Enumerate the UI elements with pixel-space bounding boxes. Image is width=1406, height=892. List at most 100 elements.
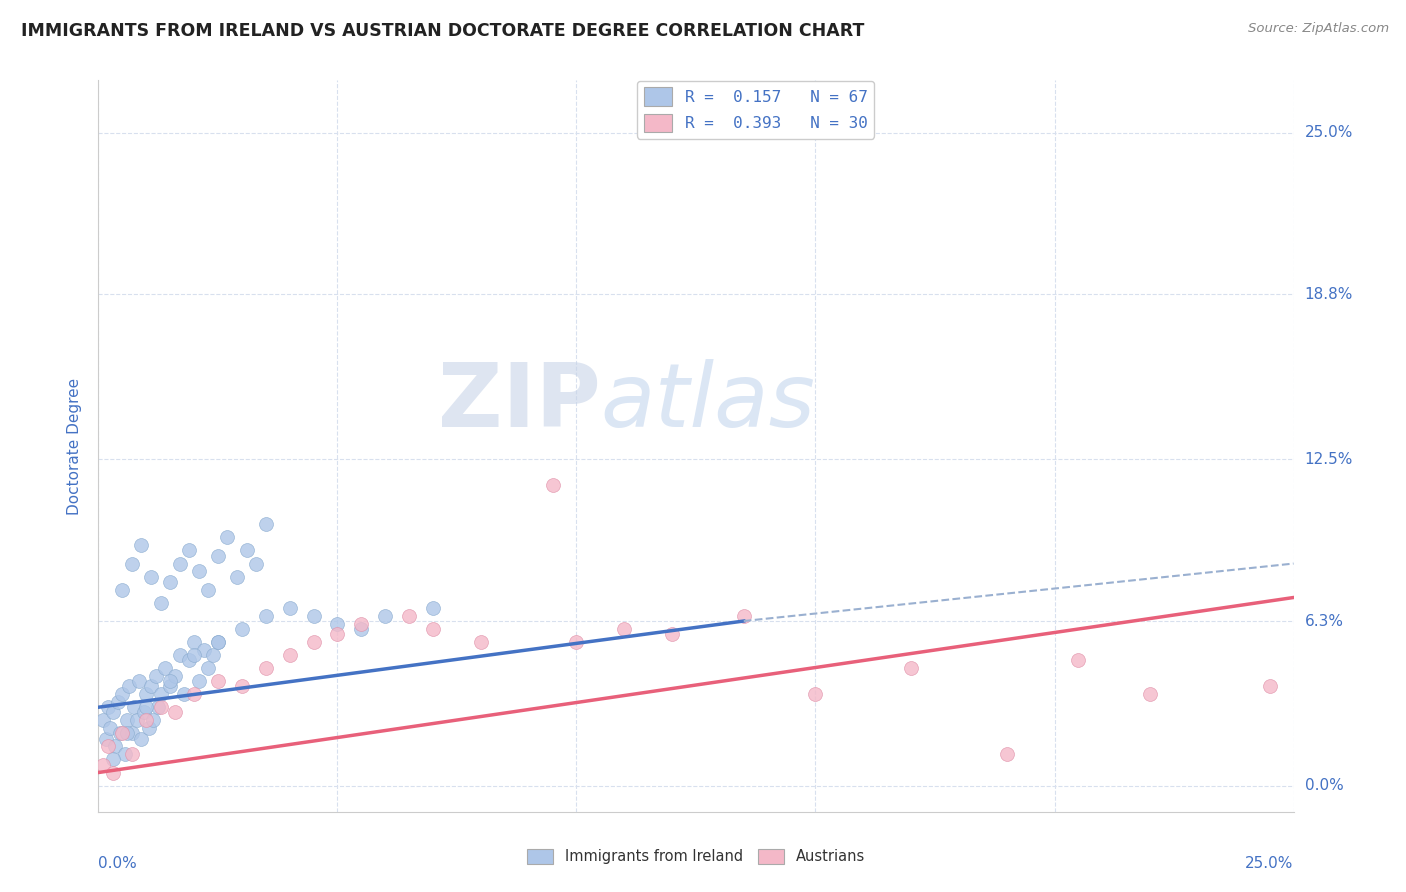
Point [254, 608, 277, 623]
Point [231, 679, 253, 693]
Point [169, 648, 191, 662]
Point [733, 608, 755, 623]
Point [111, 726, 134, 740]
Point [278, 648, 301, 662]
Point [231, 622, 253, 636]
Point [115, 726, 138, 740]
Point [163, 706, 186, 720]
Point [197, 661, 219, 675]
Point [107, 695, 129, 709]
Point [155, 661, 177, 675]
Point [179, 543, 201, 558]
Point [145, 669, 167, 683]
Point [91, 714, 114, 728]
Point [183, 687, 205, 701]
Point [148, 700, 170, 714]
Point [183, 635, 205, 649]
Text: 0.0%: 0.0% [98, 855, 138, 871]
Point [235, 543, 257, 558]
Point [1067, 653, 1090, 667]
Point [350, 616, 373, 631]
Point [132, 706, 155, 720]
Point [124, 700, 146, 714]
Point [101, 765, 124, 780]
Point [131, 538, 153, 552]
Text: IMMIGRANTS FROM IRELAND VS AUSTRIAN DOCTORATE DEGREE CORRELATION CHART: IMMIGRANTS FROM IRELAND VS AUSTRIAN DOCT… [21, 22, 865, 40]
Point [108, 726, 131, 740]
Point [135, 687, 157, 701]
Point [121, 557, 143, 571]
Text: 6.3%: 6.3% [1305, 614, 1344, 629]
Point [226, 569, 249, 583]
Point [613, 622, 636, 636]
Text: atlas: atlas [600, 359, 815, 445]
Point [900, 661, 922, 675]
Point [1139, 687, 1161, 701]
Point [139, 569, 162, 583]
Point [118, 679, 141, 693]
Point [193, 642, 215, 657]
Point [91, 757, 114, 772]
Point [398, 608, 420, 623]
Point [128, 674, 150, 689]
Point [565, 635, 588, 649]
Point [245, 557, 267, 571]
Point [278, 601, 301, 615]
Point [326, 627, 349, 641]
Point [115, 714, 138, 728]
Point [159, 679, 181, 693]
Point [97, 700, 120, 714]
Text: Source: ZipAtlas.com: Source: ZipAtlas.com [1249, 22, 1389, 36]
Point [470, 635, 492, 649]
Point [197, 582, 219, 597]
Point [149, 687, 172, 701]
Point [183, 648, 205, 662]
Text: 12.5%: 12.5% [1305, 451, 1353, 467]
Point [111, 582, 134, 597]
Point [187, 674, 209, 689]
Point [125, 714, 148, 728]
Point [159, 674, 181, 689]
Point [121, 747, 143, 762]
Point [121, 726, 143, 740]
Point [131, 731, 153, 746]
Point [422, 622, 444, 636]
Point [163, 669, 186, 683]
Point [187, 565, 209, 579]
Point [207, 635, 229, 649]
Point [1258, 679, 1281, 693]
Point [138, 721, 160, 735]
Point [254, 661, 277, 675]
Point [541, 478, 564, 492]
Point [302, 635, 325, 649]
Point [135, 700, 157, 714]
Point [374, 608, 396, 623]
Point [995, 747, 1018, 762]
Text: 18.8%: 18.8% [1305, 287, 1353, 302]
Point [254, 517, 277, 532]
Point [326, 616, 349, 631]
Text: 25.0%: 25.0% [1305, 125, 1353, 140]
Point [94, 731, 117, 746]
Point [104, 739, 127, 754]
Text: 0.0%: 0.0% [1305, 778, 1343, 793]
Point [350, 622, 373, 636]
Point [202, 648, 225, 662]
Point [661, 627, 683, 641]
Text: 25.0%: 25.0% [1246, 855, 1294, 871]
Point [217, 530, 239, 544]
Point [179, 653, 201, 667]
Point [173, 687, 195, 701]
Point [98, 721, 122, 735]
Point [302, 608, 325, 623]
Point [159, 574, 181, 589]
Point [101, 706, 124, 720]
Y-axis label: Doctorate Degree: Doctorate Degree [67, 377, 83, 515]
Point [111, 687, 134, 701]
Point [207, 674, 229, 689]
Point [114, 747, 136, 762]
Point [422, 601, 444, 615]
Point [169, 557, 191, 571]
Point [139, 679, 162, 693]
Point [101, 752, 124, 766]
